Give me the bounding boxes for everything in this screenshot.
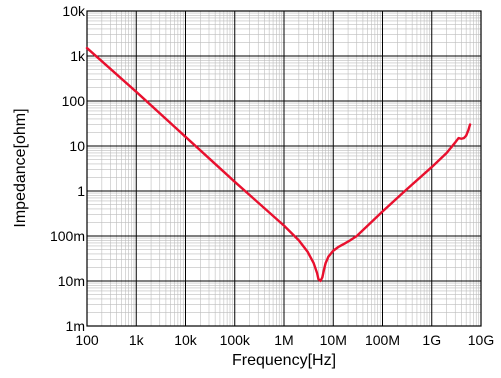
- impedance-series-line: [85, 46, 472, 283]
- x-tick-label: 10M: [320, 332, 347, 348]
- y-tick-labels: 1m 10m 100m 1 10 100 1k 10k: [50, 3, 86, 334]
- x-axis-title: Frequency[Hz]: [232, 352, 336, 369]
- x-tick-label: 1G: [422, 332, 441, 348]
- series-layer: [85, 46, 472, 283]
- x-tick-label: 10G: [468, 332, 494, 348]
- y-tick-label: 10k: [62, 3, 86, 19]
- y-tick-label: 1m: [66, 318, 85, 334]
- y-axis-title: Impedance[ohm]: [12, 108, 29, 227]
- y-tick-label: 1k: [70, 48, 86, 64]
- plot-frame: [86, 10, 482, 327]
- y-tick-label: 100m: [50, 228, 85, 244]
- x-tick-labels: 100 1k 10k 100k 1M 10M 100M 1G 10G: [75, 332, 494, 348]
- x-tick-label: 100k: [220, 332, 251, 348]
- y-tick-label: 1: [77, 183, 85, 199]
- x-tick-label: 1k: [129, 332, 145, 348]
- y-tick-label: 10: [69, 138, 85, 154]
- x-tick-label: 10k: [174, 332, 198, 348]
- x-tick-label: 100: [75, 332, 99, 348]
- y-tick-label: 100: [62, 93, 86, 109]
- x-tick-label: 1M: [274, 332, 293, 348]
- y-tick-label: 10m: [58, 273, 85, 289]
- x-tick-label: 100M: [365, 332, 400, 348]
